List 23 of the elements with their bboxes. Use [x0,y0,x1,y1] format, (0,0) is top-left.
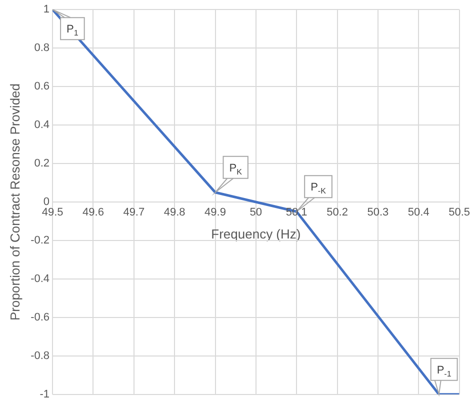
x-tick-label: 50.3 [367,206,389,219]
x-tick-label: 49.9 [204,206,226,219]
y-tick-label: 0.8 [34,42,50,54]
y-tick-label: 0.6 [34,80,50,93]
y-tick-label: 1 [43,4,50,16]
y-axis-title: Proportion of Contract Resonse Provided [7,83,22,321]
y-tick-label: -0.4 [30,272,50,285]
x-tick-label: 49.6 [82,206,104,219]
y-tick-label: 0.4 [34,119,50,132]
y-tick-label: -0.2 [30,234,50,247]
x-tick-label: 49.8 [164,206,186,219]
y-tick-label: -1 [40,388,50,400]
x-axis-title: Frequency (Hz) [211,226,301,242]
x-tick-label: 50 [250,206,262,219]
y-tick-label: -0.6 [30,311,50,324]
x-tick-label: 50.2 [326,206,348,219]
y-tick-label: 0 [43,196,50,208]
x-tick-label: 50.5 [448,206,470,219]
x-tick-label: 50.4 [408,206,430,219]
x-tick-label: 49.5 [42,206,64,219]
y-tick-label: 0.2 [34,158,50,170]
y-tick-label: -0.8 [30,350,50,362]
x-tick-label: 49.7 [123,206,145,219]
